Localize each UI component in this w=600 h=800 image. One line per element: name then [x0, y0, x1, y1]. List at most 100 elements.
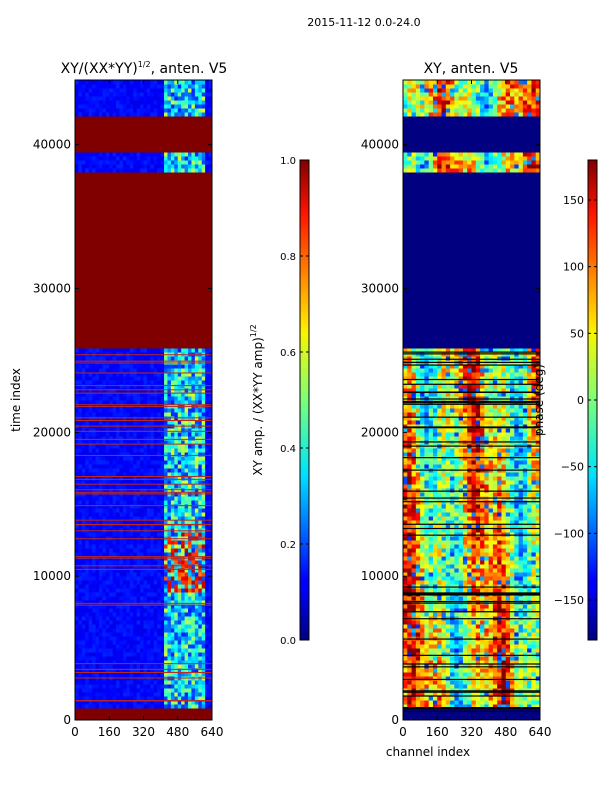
heatmap-cell: [467, 688, 472, 693]
heatmap-cell: [81, 544, 86, 549]
heatmap-cell: [95, 608, 100, 613]
heatmap-cell: [85, 640, 90, 645]
heatmap-cell: [194, 576, 199, 581]
heatmap-cell: [119, 408, 124, 413]
heatmap-cell: [122, 412, 127, 417]
heatmap-cell: [437, 696, 443, 701]
heatmap-cell: [458, 688, 464, 693]
heatmap-cell: [514, 704, 520, 709]
heatmap-cell: [205, 628, 210, 633]
heatmap-cell: [95, 544, 100, 549]
heatmap-cell: [164, 576, 168, 581]
heatmap-cell: [140, 168, 144, 173]
heatmap-cell: [122, 84, 127, 89]
heatmap-cell: [88, 356, 93, 361]
heatmap-cell: [208, 364, 212, 369]
heatmap-cell: [174, 400, 179, 405]
heatmap-cell: [188, 484, 192, 489]
heatmap-cell: [181, 600, 186, 605]
heatmap-cell: [146, 548, 151, 553]
heatmap-cell: [208, 400, 212, 405]
heatmap-cell: [153, 692, 158, 697]
heatmap-cell: [136, 668, 141, 673]
heatmap-cell: [170, 608, 175, 613]
heatmap-cell: [188, 520, 192, 525]
heatmap-cell: [88, 704, 93, 709]
heatmap-cell: [112, 580, 117, 585]
heatmap-cell: [105, 152, 110, 157]
heatmap-cell: [92, 652, 97, 657]
heatmap-cell: [116, 468, 121, 473]
heatmap-cell: [403, 712, 540, 717]
heatmap-cell: [157, 544, 162, 549]
heatmap-cell: [102, 608, 107, 613]
heatmap-cell: [420, 672, 425, 677]
heatmap-cell: [133, 620, 138, 625]
heatmap-cell: [98, 696, 103, 701]
heatmap-cell: [75, 392, 79, 397]
heatmap-cell: [177, 100, 182, 105]
heatmap-cell: [98, 532, 103, 537]
heatmap-cell: [116, 528, 121, 533]
heatmap-cell: [95, 452, 100, 457]
heatmap-cell: [105, 380, 110, 385]
heatmap-cell: [112, 500, 117, 505]
heatmap-cell: [480, 636, 485, 641]
heatmap-cell: [109, 628, 114, 633]
heatmap-cell: [191, 540, 196, 545]
heatmap-cell: [160, 648, 165, 653]
heatmap-cell: [112, 612, 117, 617]
heatmap-cell: [105, 92, 110, 97]
heatmap-cell: [98, 360, 103, 365]
heatmap-cell: [201, 700, 206, 705]
heatmap-cell: [102, 112, 107, 117]
heatmap-cell: [164, 528, 168, 533]
heatmap-cell: [407, 656, 413, 661]
heatmap-cell: [188, 440, 192, 445]
heatmap-cell: [146, 636, 151, 641]
heatmap-cell: [75, 104, 79, 109]
heatmap-cell: [119, 656, 124, 661]
heatmap-cell: [191, 496, 196, 501]
heatmap-cell: [136, 516, 141, 521]
heatmap-cell: [122, 656, 127, 661]
heatmap-cell: [432, 628, 438, 633]
heatmap-cell: [174, 368, 179, 373]
heatmap-cell: [116, 612, 121, 617]
heatmap-cell: [488, 680, 494, 685]
heatmap-cell: [129, 452, 134, 457]
heatmap-cell: [181, 552, 186, 557]
heatmap-cell: [415, 640, 421, 645]
heatmap-cell: [164, 624, 168, 629]
heatmap-cell: [129, 656, 134, 661]
heatmap-cell: [201, 92, 206, 97]
heatmap-cell: [146, 652, 151, 657]
heatmap-cell: [181, 680, 186, 685]
heatmap-cell: [407, 700, 413, 705]
heatmap-cell: [205, 452, 210, 457]
heatmap-cell: [122, 88, 127, 93]
heatmap-cell: [167, 500, 172, 505]
heatmap-cell: [194, 436, 199, 441]
heatmap-cell: [122, 512, 127, 517]
heatmap-cell: [105, 604, 110, 609]
heatmap-cell: [119, 664, 124, 669]
heatmap-cell: [140, 500, 144, 505]
heatmap-cell: [140, 636, 144, 641]
heatmap-cell: [102, 92, 107, 97]
heatmap-cell: [85, 380, 90, 385]
heatmap-cell: [184, 636, 189, 641]
heatmap-cell: [140, 356, 144, 361]
heatmap-cell: [112, 560, 117, 565]
heatmap-cell: [194, 504, 199, 509]
heatmap-cell: [133, 448, 138, 453]
heatmap-cell: [194, 616, 199, 621]
heatmap-cell: [126, 480, 131, 485]
heatmap-cell: [105, 528, 110, 533]
heatmap-cell: [143, 700, 148, 705]
heatmap-cell: [407, 620, 413, 625]
heatmap-cell: [184, 96, 189, 101]
heatmap-cell: [150, 568, 155, 573]
heatmap-cell: [437, 656, 443, 661]
heatmap-cell: [78, 664, 83, 669]
